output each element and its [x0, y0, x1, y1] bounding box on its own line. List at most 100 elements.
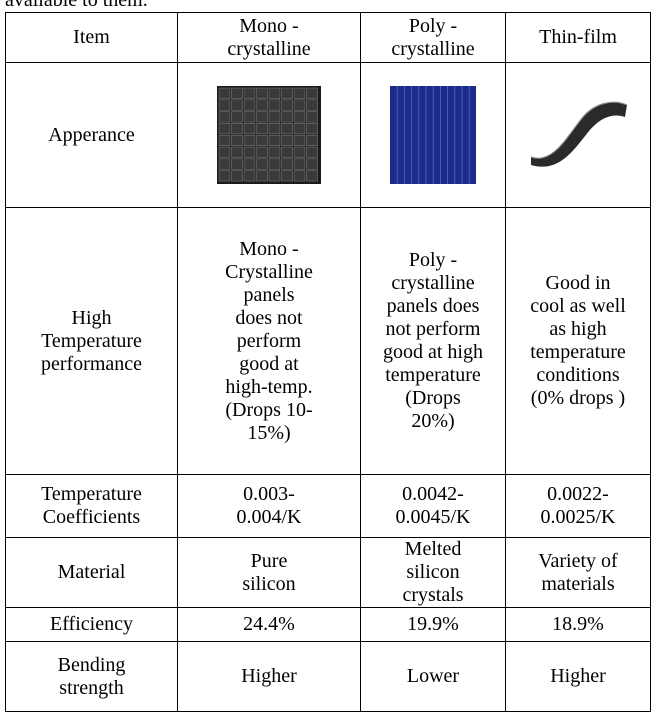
panel-cell [232, 135, 243, 146]
panel-cell [269, 88, 280, 99]
intro-text: available to them. [5, 0, 148, 12]
cell: Higher [178, 642, 361, 712]
panel-cell [244, 171, 255, 182]
poly-panel-image [390, 86, 476, 184]
panel-cell [269, 159, 280, 170]
panel-cell [257, 88, 268, 99]
panel-cell [269, 100, 280, 111]
image-cell [506, 63, 651, 208]
panel-cell [294, 171, 305, 182]
panel-cell [219, 171, 230, 182]
cell: Variety of materials [506, 538, 651, 608]
appearance-row: Apperance [6, 63, 651, 208]
panel-cell [269, 123, 280, 133]
panel-cell [232, 100, 243, 111]
row-label: Efficiency [6, 608, 178, 642]
panel-cell [232, 147, 243, 158]
panel-cell [219, 100, 230, 111]
panel-cell [282, 100, 293, 111]
cell: Higher [506, 642, 651, 712]
panel-cell [282, 147, 293, 158]
panel-cell [257, 100, 268, 111]
panel-cell [307, 88, 318, 99]
panel-cell [257, 159, 268, 170]
header-cell: Thin-film [506, 13, 651, 63]
panel-cell [282, 135, 293, 146]
cell: Pure silicon [178, 538, 361, 608]
panel-cell [269, 147, 280, 158]
cell: Melted silicon crystals [361, 538, 506, 608]
panel-cell [294, 159, 305, 170]
table-row: Efficiency 24.4% 19.9% 18.9% [6, 608, 651, 642]
image-cell [178, 63, 361, 208]
table-row: Material Pure silicon Melted silicon cry… [6, 538, 651, 608]
panel-cell [294, 147, 305, 158]
panel-cell [244, 88, 255, 99]
panel-cell [219, 147, 230, 158]
image-cell [361, 63, 506, 208]
panel-cell [307, 147, 318, 158]
panel-cell [282, 159, 293, 170]
panel-cell [244, 100, 255, 111]
panel-cell [294, 112, 305, 123]
mono-panel-image [217, 86, 321, 184]
panel-cell [232, 88, 243, 99]
panel-cell [244, 135, 255, 146]
panel-cell [257, 171, 268, 182]
panel-cell [294, 100, 305, 111]
panel-cell [282, 88, 293, 99]
panel-cell [269, 171, 280, 182]
panel-cell [232, 159, 243, 170]
panel-cell [232, 171, 243, 182]
panel-cell [244, 147, 255, 158]
header-cell: Item [6, 13, 178, 63]
cell: Poly - crystalline panels does not perfo… [361, 208, 506, 475]
thin-film-image [523, 95, 633, 175]
panel-cell [257, 123, 268, 133]
header-row: Item Mono - crystalline Poly - crystalli… [6, 13, 651, 63]
panel-cell [244, 112, 255, 123]
row-label: Bending strength [6, 642, 178, 712]
cell: Lower [361, 642, 506, 712]
table-row: High Temperature performance Mono - Crys… [6, 208, 651, 475]
cell: Good in cool as well as high temperature… [506, 208, 651, 475]
panel-cell [307, 112, 318, 123]
panel-cell [307, 135, 318, 146]
panel-cell [294, 135, 305, 146]
table-row: Temperature Coefficients 0.003- 0.004/K … [6, 475, 651, 538]
panel-cell [219, 123, 230, 133]
cell: 0.0022- 0.0025/K [506, 475, 651, 538]
panel-cell [282, 171, 293, 182]
row-label: Apperance [6, 63, 178, 208]
row-label: Material [6, 538, 178, 608]
panel-cell [282, 112, 293, 123]
panel-cell [257, 135, 268, 146]
row-label: Temperature Coefficients [6, 475, 178, 538]
cell: 18.9% [506, 608, 651, 642]
cell: Mono - Crystalline panels does not perfo… [178, 208, 361, 475]
cell: 24.4% [178, 608, 361, 642]
panel-cell [244, 123, 255, 133]
page: available to them. Item Mono - crystalli… [0, 0, 664, 713]
panel-cell [269, 112, 280, 123]
panel-cell [232, 112, 243, 123]
panel-cell [307, 159, 318, 170]
row-label: High Temperature performance [6, 208, 178, 475]
panel-cell [232, 123, 243, 133]
cell: 0.0042- 0.0045/K [361, 475, 506, 538]
panel-cell [269, 135, 280, 146]
panel-cell [294, 123, 305, 133]
panel-cell [257, 112, 268, 123]
header-cell: Mono - crystalline [178, 13, 361, 63]
panel-cell [307, 100, 318, 111]
panel-cell [219, 112, 230, 123]
panel-cell [219, 159, 230, 170]
header-cell: Poly - crystalline [361, 13, 506, 63]
panel-cell [219, 88, 230, 99]
cell: 0.003- 0.004/K [178, 475, 361, 538]
panel-cell [307, 123, 318, 133]
panel-cell [282, 123, 293, 133]
panel-cell [294, 88, 305, 99]
table-row: Bending strength Higher Lower Higher [6, 642, 651, 712]
panel-cell [244, 159, 255, 170]
